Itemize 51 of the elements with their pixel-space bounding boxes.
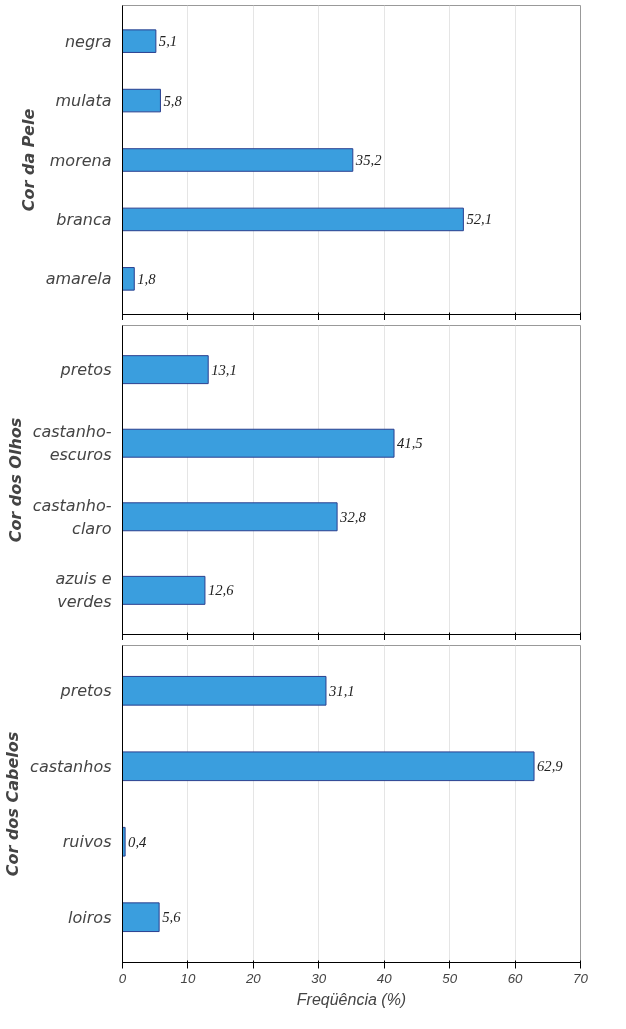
- bar: [122, 207, 464, 232]
- bar: [122, 428, 395, 458]
- y-axis-title: Cor dos Cabelos: [3, 731, 23, 877]
- data-label: 32,8: [339, 508, 367, 525]
- data-label: 62,9: [537, 758, 564, 775]
- y-axis-title: Cor da Pele: [18, 108, 38, 212]
- y-tick-label: morena: [49, 150, 112, 170]
- x-tick-label: 30: [311, 970, 327, 986]
- bar: [122, 902, 160, 933]
- bar: [122, 355, 209, 385]
- data-label: 5,8: [163, 92, 183, 109]
- bar: [122, 675, 327, 706]
- y-tick-label: castanho- escuros: [32, 422, 112, 465]
- data-label: 35,2: [354, 152, 382, 168]
- data-label: 31,1: [327, 682, 355, 699]
- x-tick-label: 40: [376, 970, 393, 986]
- y-tick-label: negra: [64, 31, 112, 51]
- bar: [122, 751, 535, 782]
- x-tick-label: 70: [573, 970, 589, 986]
- y-axis-title: Cor dos Olhos: [5, 417, 25, 543]
- bar: [122, 575, 206, 605]
- data-label: 5,1: [158, 33, 178, 50]
- bar: [122, 88, 161, 113]
- x-axis-title: Freqüência (%): [296, 990, 407, 1008]
- y-tick-label: pretos: [59, 360, 112, 380]
- data-label: 41,5: [397, 435, 423, 452]
- data-label: 12,6: [207, 582, 235, 599]
- bar: [122, 29, 157, 53]
- y-tick-label: castanhos: [30, 756, 112, 776]
- y-tick-label: branca: [56, 209, 112, 229]
- y-tick-label: castanho- claro: [32, 495, 112, 538]
- y-tick-label: ruivos: [62, 832, 112, 852]
- bar: [122, 826, 126, 857]
- bar: [122, 502, 338, 532]
- y-tick-label: mulata: [55, 91, 112, 111]
- data-label: 0,4: [128, 833, 147, 850]
- data-label: 5,6: [162, 909, 182, 926]
- x-tick-label: 0: [118, 970, 127, 986]
- bar: [122, 148, 354, 172]
- x-tick-label: 20: [244, 970, 262, 986]
- x-tick-label: 50: [442, 970, 458, 986]
- x-tick-label: 60: [507, 970, 524, 986]
- bar: [122, 267, 135, 291]
- data-label: 1,8: [137, 270, 157, 287]
- y-tick-label: pretos: [59, 681, 112, 701]
- y-tick-label: loiros: [68, 907, 112, 927]
- y-tick-label: azuis e verdes: [55, 569, 112, 612]
- data-label: 52,1: [466, 211, 493, 228]
- x-tick-label: 10: [180, 970, 196, 986]
- y-tick-label: amarela: [45, 269, 112, 289]
- data-label: 13,1: [211, 361, 237, 378]
